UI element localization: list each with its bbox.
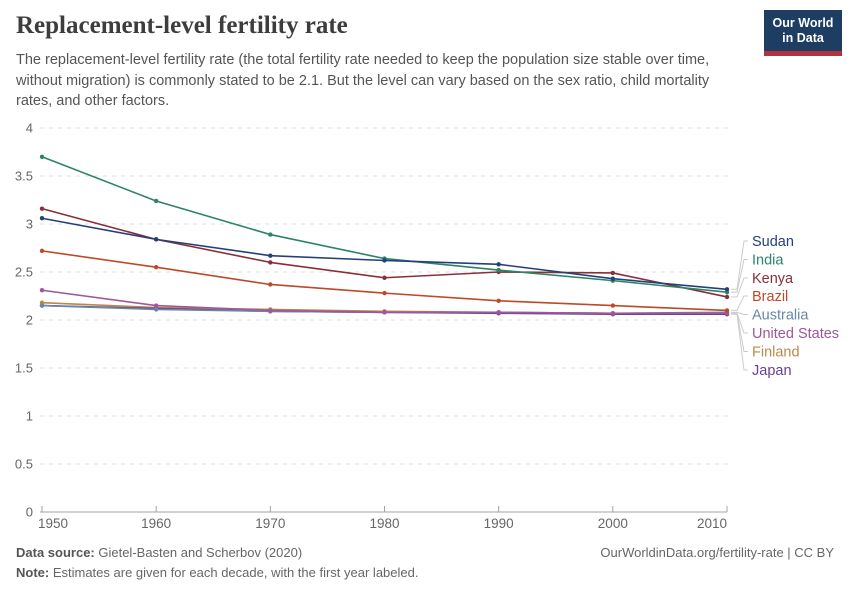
data-point-kenya [39, 206, 45, 211]
data-point-united-states [153, 303, 159, 308]
chart-subtitle: The replacement-level fertility rate (th… [16, 52, 710, 110]
x-axis-tick-label: 2000 [598, 516, 628, 531]
legend-label-australia[interactable]: Australia [752, 308, 809, 324]
legend-label-japan[interactable]: Japan [752, 363, 792, 379]
legend-connector-australia [731, 311, 748, 315]
data-point-australia [153, 307, 159, 312]
data-point-brazil [724, 308, 730, 313]
data-point-sudan [153, 237, 159, 242]
note-label: Note: [16, 565, 50, 580]
x-axis-tick-label: 1960 [141, 516, 171, 531]
legend-label-brazil[interactable]: Brazil [752, 289, 788, 305]
y-axis-tick-label: 1 [26, 409, 33, 424]
data-point-sudan [724, 287, 730, 292]
data-point-kenya [382, 275, 387, 280]
attribution-link[interactable]: OurWorldinData.org/fertility-rate | CC B… [600, 545, 834, 560]
data-source-line: Data source: Gietel-Basten and Scherbov … [16, 545, 302, 560]
y-axis-tick-label: 3 [26, 217, 33, 232]
data-source-value[interactable]: Gietel-Basten and Scherbov (2020) [94, 545, 303, 560]
data-point-brazil [382, 290, 387, 296]
data-point-united-states [610, 311, 616, 316]
data-point-india [153, 198, 159, 204]
legend-connector-united-states [731, 312, 748, 334]
legend-connector-brazil [731, 295, 748, 311]
x-axis-tick-label: 1950 [38, 516, 68, 531]
y-axis-tick-label: 3.5 [15, 169, 33, 184]
y-axis-tick-label: 0 [26, 505, 33, 520]
y-axis-tick-label: 2.5 [15, 265, 33, 280]
line-kenya [41, 207, 728, 298]
data-point-brazil [610, 303, 616, 308]
legend-label-india[interactable]: India [752, 253, 784, 269]
data-point-india [268, 232, 273, 237]
data-point-india [496, 267, 501, 273]
data-point-united-states [268, 308, 273, 313]
data-point-kenya [724, 294, 730, 300]
note-line: Note: Estimates are given for each decad… [16, 565, 418, 580]
series-brazil[interactable] [39, 248, 730, 313]
data-point-sudan [268, 253, 273, 258]
data-point-united-states [39, 288, 45, 293]
x-axis-tick-label: 1970 [255, 516, 285, 531]
legend-connector-japan [731, 313, 748, 371]
x-axis-tick-label: 2010 [697, 516, 727, 531]
data-point-brazil [268, 282, 273, 287]
data-point-australia [39, 303, 45, 308]
data-point-sudan [39, 216, 45, 221]
data-point-kenya [268, 260, 273, 265]
series-kenya[interactable] [39, 206, 730, 300]
y-axis-tick-label: 2 [26, 313, 33, 328]
y-axis-tick-label: 1.5 [15, 361, 33, 376]
series-sudan[interactable] [39, 216, 730, 292]
data-source-label: Data source: [16, 545, 95, 560]
x-axis-tick-label: 1980 [369, 516, 399, 531]
legend-connector-sudan [731, 240, 748, 290]
legend-connector-kenya [731, 277, 748, 298]
data-point-sudan [382, 258, 387, 263]
y-axis-tick-label: 0.5 [15, 457, 33, 472]
legend-label-sudan[interactable]: Sudan [752, 234, 794, 250]
legend-connector-finland [731, 312, 748, 352]
legend-label-kenya[interactable]: Kenya [752, 271, 794, 287]
data-point-united-states [496, 310, 501, 315]
owid-logo[interactable]: Our World in Data [764, 10, 842, 56]
series-united-states[interactable] [39, 288, 730, 316]
data-point-brazil [39, 248, 45, 254]
data-point-india [39, 154, 45, 159]
note-value: Estimates are given for each decade, wit… [49, 565, 419, 580]
owid-logo-line2: in Data [782, 31, 824, 45]
data-point-brazil [153, 265, 159, 270]
data-point-sudan [610, 276, 616, 281]
page-title: Replacement-level fertility rate [16, 12, 348, 39]
owid-logo-line1: Our World [772, 16, 834, 30]
data-point-united-states [382, 310, 387, 315]
data-point-sudan [496, 262, 501, 267]
legend-label-finland[interactable]: Finland [752, 345, 800, 361]
legend-label-united-states[interactable]: United States [752, 326, 839, 342]
y-axis-tick-label: 4 [26, 121, 33, 136]
owid-logo-accent-bar [764, 51, 842, 56]
data-point-brazil [496, 298, 501, 303]
data-point-kenya [610, 270, 616, 276]
legend-connector-india [731, 259, 748, 293]
x-axis-tick-label: 1990 [484, 516, 514, 531]
